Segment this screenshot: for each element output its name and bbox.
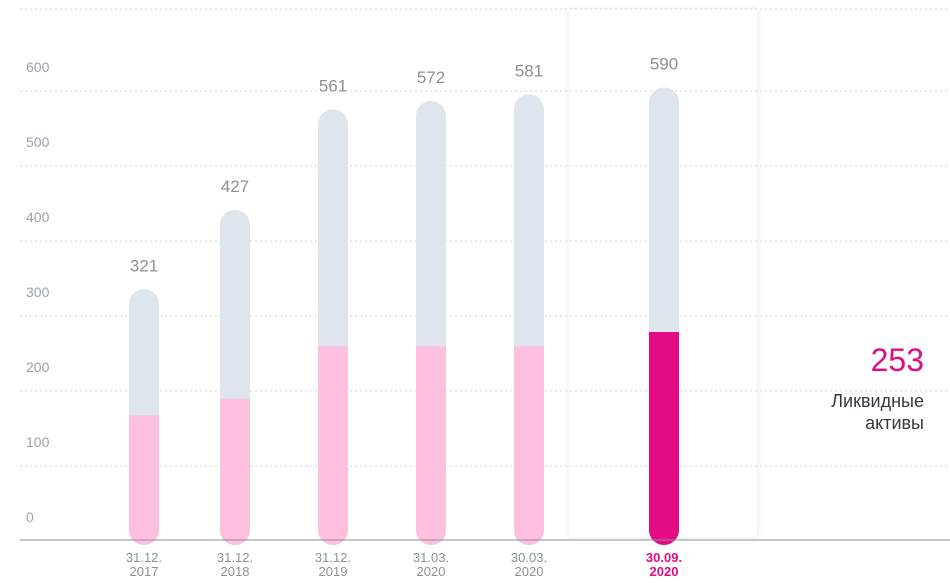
bar-value-label: 581 <box>515 61 543 80</box>
liquid-assets-bar <box>649 332 679 545</box>
callout-label: Ликвидные активы <box>831 391 924 433</box>
x-tick-label-line: 31.03. <box>413 550 449 565</box>
x-tick-label-line: 31.12. <box>217 550 253 565</box>
x-tick-label: 30.09. 2020 <box>646 550 682 579</box>
x-tick-label-line: 31.12. <box>126 550 162 565</box>
y-tick-label: 0 <box>26 509 34 525</box>
bar-value-label: 590 <box>650 55 678 74</box>
bar-value-label: 321 <box>130 256 158 275</box>
x-tick-label: 30.03. 2020 <box>511 550 547 579</box>
liquid-assets-bar <box>318 346 348 545</box>
y-axis: 0 100 200 300 400 500 600 <box>26 59 50 525</box>
x-tick-label-line: 30.09. <box>646 550 682 565</box>
liquid-assets-callout: 253 Ликвидные активы <box>814 340 924 434</box>
liquid-assets-bar <box>129 415 159 545</box>
x-tick-label-line: 31.12. <box>315 550 351 565</box>
x-tick-label: 31.03. 2020 <box>413 550 449 579</box>
bars: 321 427 561 572 581 590 <box>129 55 679 545</box>
callout-value: 253 <box>870 342 924 378</box>
x-tick-label-line: 2020 <box>515 564 544 579</box>
gridlines <box>20 90 950 467</box>
y-tick-label: 600 <box>26 59 50 75</box>
y-tick-label: 300 <box>26 284 50 300</box>
y-tick-label: 500 <box>26 134 50 150</box>
x-tick-label: 31.12. 2019 <box>315 550 351 579</box>
liquid-assets-bar <box>220 398 250 545</box>
bar-value-label: 561 <box>319 76 347 95</box>
bar-value-label: 427 <box>221 177 249 196</box>
y-tick-label: 400 <box>26 209 50 225</box>
y-tick-label: 100 <box>26 434 50 450</box>
liquid-assets-bar <box>514 346 544 545</box>
x-tick-label-line: 2019 <box>319 564 348 579</box>
liquid-assets-bar <box>416 346 446 545</box>
x-tick-label-line: 30.03. <box>511 550 547 565</box>
x-tick-label: 31.12. 2017 <box>126 550 162 579</box>
y-tick-label: 200 <box>26 359 50 375</box>
bar-value-label: 572 <box>417 68 445 87</box>
x-tick-label-line: 2017 <box>130 564 159 579</box>
x-tick-label-line: 2020 <box>650 564 679 579</box>
x-tick-label-line: 2020 <box>417 564 446 579</box>
x-tick-label-line: 2018 <box>221 564 250 579</box>
x-tick-label: 31.12. 2018 <box>217 550 253 579</box>
